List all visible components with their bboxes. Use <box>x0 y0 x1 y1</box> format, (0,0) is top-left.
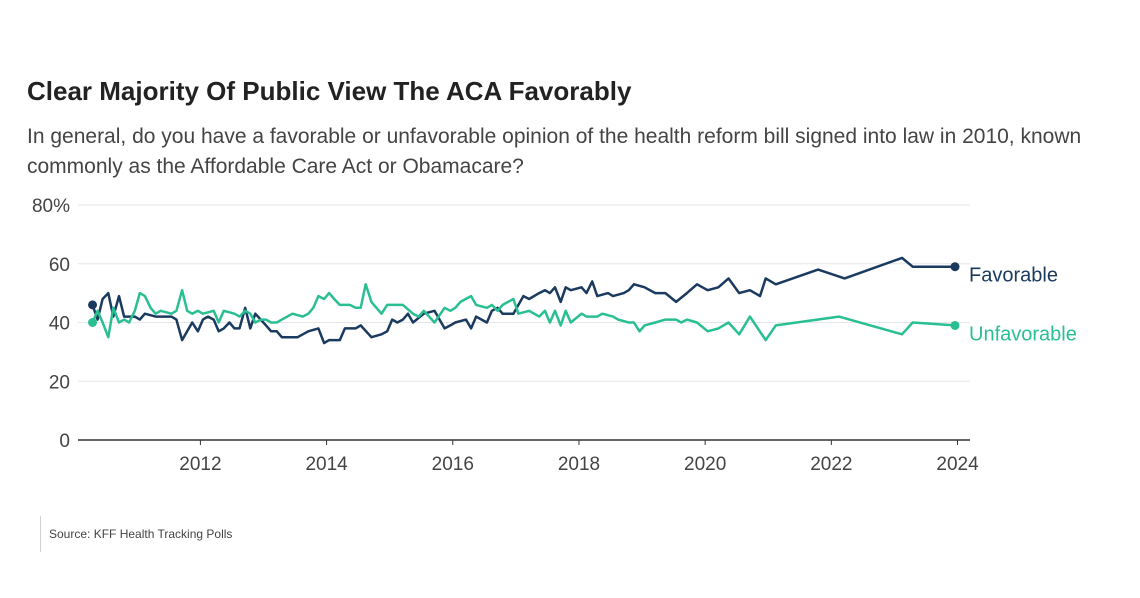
chart-title: Clear Majority Of Public View The ACA Fa… <box>27 76 632 106</box>
x-tick-label: 2012 <box>179 454 221 475</box>
x-tick-label: 2018 <box>558 454 600 475</box>
y-tick-label: 60 <box>49 255 70 276</box>
series-end-point-unfavorable <box>950 320 960 330</box>
series-line-favorable <box>91 256 957 345</box>
x-tick-label: 2024 <box>936 454 979 475</box>
x-tick-label: 2016 <box>432 454 474 475</box>
gridlines <box>78 204 970 441</box>
y-tick-label: 20 <box>49 372 70 393</box>
series-lines <box>88 256 960 345</box>
series-start-point-unfavorable <box>88 318 98 327</box>
y-tick-label: 80% <box>32 196 70 217</box>
chart-subtitle: In general, do you have a favorable or u… <box>27 125 1082 178</box>
y-tick-label: 0 <box>59 431 70 452</box>
series-label-favorable: Favorable <box>969 265 1058 287</box>
x-axis-ticks: 2012 2014 2016 2018 2020 2022 2024 <box>179 440 979 475</box>
series-end-point-favorable <box>950 262 960 272</box>
y-axis-ticks: 0 20 40 60 80% <box>32 196 70 452</box>
series-start-point-favorable <box>88 300 98 310</box>
series-line-unfavorable <box>91 283 957 342</box>
series-labels: Favorable Unfavorable <box>969 265 1077 346</box>
series-label-unfavorable: Unfavorable <box>969 323 1077 345</box>
x-tick-label: 2022 <box>810 454 852 475</box>
y-tick-label: 40 <box>49 314 70 335</box>
x-tick-label: 2014 <box>305 454 348 475</box>
source-note: Source: KFF Health Tracking Polls <box>40 516 232 552</box>
x-tick-label: 2020 <box>684 454 726 475</box>
